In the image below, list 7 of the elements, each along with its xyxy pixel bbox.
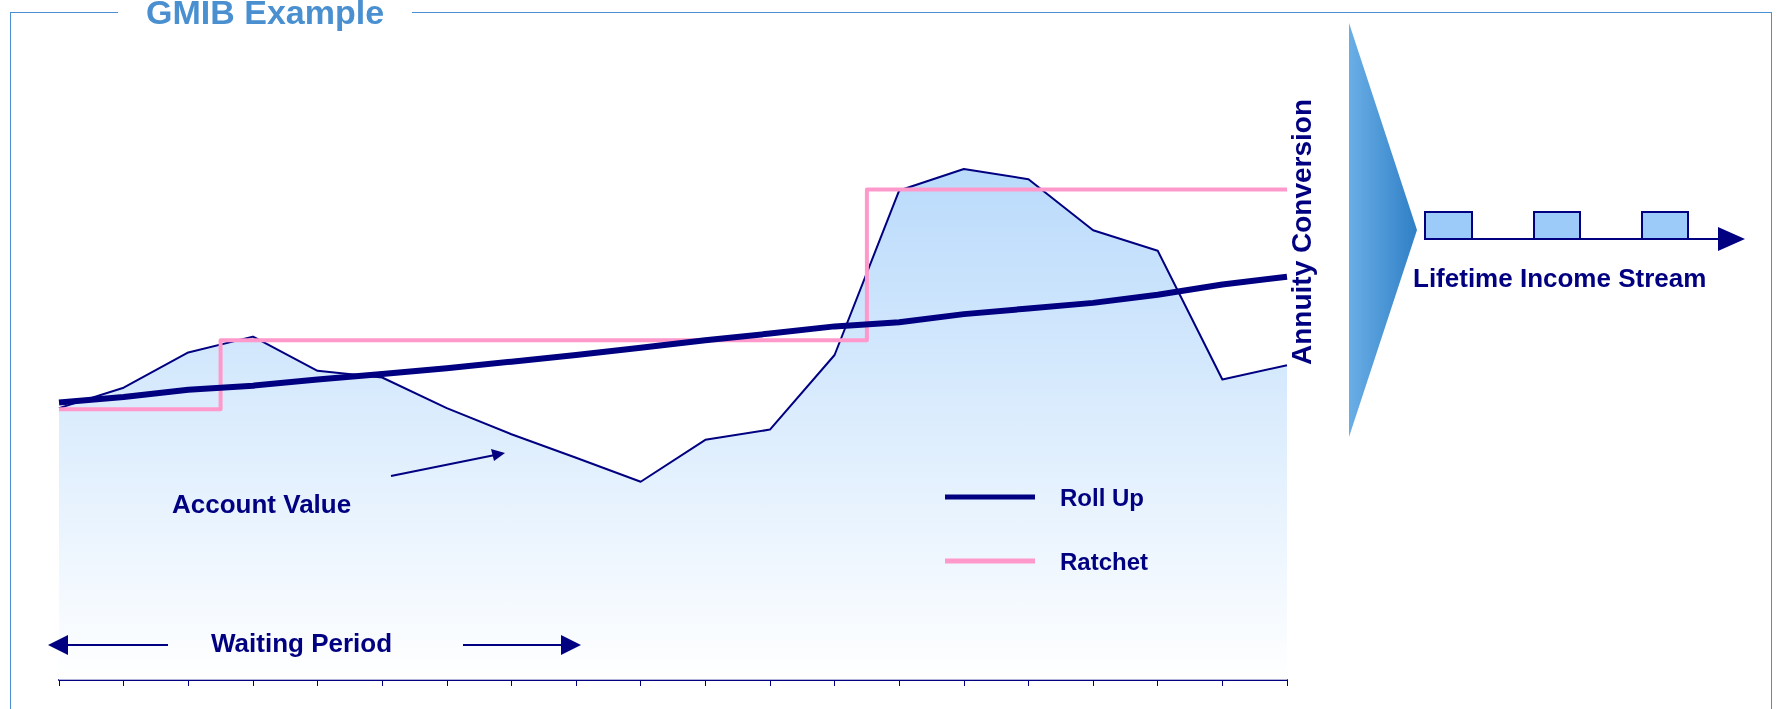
- legend-label: Ratchet: [1060, 547, 1149, 575]
- text: Lifetime Income Stream: [1413, 263, 1707, 294]
- annotation: Waiting Period: [211, 628, 393, 659]
- series-label: Account Value: [172, 489, 352, 520]
- chart-title: GMIB Example: [118, 0, 413, 31]
- legend-label: Roll Up: [1060, 483, 1144, 511]
- annotation: Annuity Conversion: [1286, 98, 1318, 366]
